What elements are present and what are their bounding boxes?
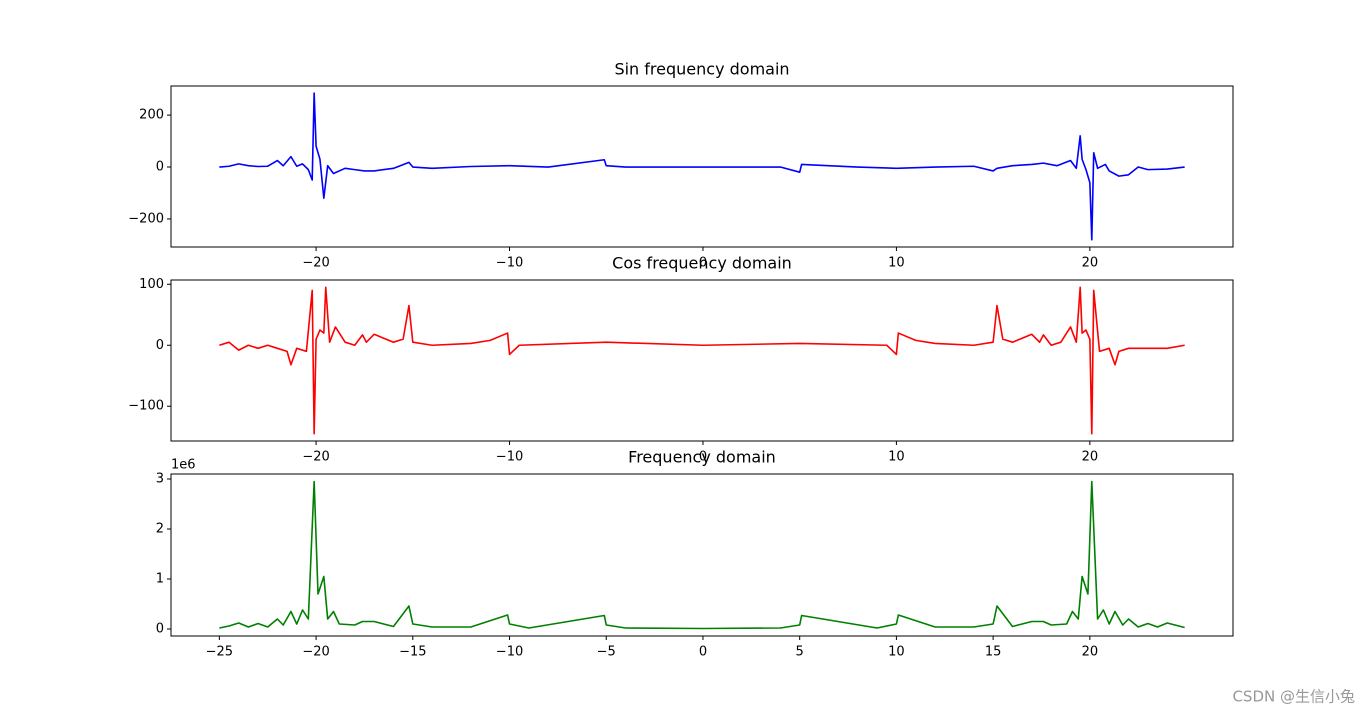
line-series [219,92,1185,241]
x-tick-label: −10 [496,256,523,271]
x-tick-label: 5 [796,645,804,660]
x-tick-label: −20 [302,256,329,271]
chart-title: Frequency domain [628,448,776,467]
x-tick-label: 20 [1082,256,1099,271]
x-tick-label: 20 [1082,645,1099,660]
x-tick-label: 10 [888,256,905,271]
y-tick-label: 0 [156,338,164,353]
chart-title: Sin frequency domain [614,60,789,79]
x-tick-label: 20 [1082,450,1099,465]
y-tick-label: 200 [139,108,164,123]
x-tick-label: 10 [888,645,905,660]
x-tick-label: 0 [699,256,707,271]
y-tick-label: −200 [128,211,164,226]
axes-frame [170,473,1234,637]
y-tick-label: −100 [128,399,164,414]
y-tick-label: 0 [156,160,164,175]
y-tick-label: 1 [156,572,164,587]
x-tick-label: 0 [699,450,707,465]
chart-title: Cos frequency domain [612,254,792,273]
x-tick-label: −20 [302,645,329,660]
y-offset-text: 1e6 [171,458,196,473]
axes-frame [170,85,1234,248]
x-tick-label: −20 [302,450,329,465]
y-tick-label: 2 [156,522,164,537]
x-tick-label: 10 [888,450,905,465]
x-tick-label: −25 [206,645,233,660]
line-series [219,286,1185,435]
y-tick-label: 100 [139,277,164,292]
axes-frame [170,279,1234,442]
line-series [219,480,1185,630]
x-tick-label: 0 [699,645,707,660]
y-tick-label: 0 [156,622,164,637]
x-tick-label: −10 [496,645,523,660]
y-tick-label: 3 [156,472,164,487]
x-tick-label: −10 [496,450,523,465]
watermark: CSDN @生信小兔 [1232,688,1355,706]
x-tick-label: 15 [985,645,1002,660]
x-tick-label: −15 [399,645,426,660]
x-tick-label: −5 [597,645,616,660]
